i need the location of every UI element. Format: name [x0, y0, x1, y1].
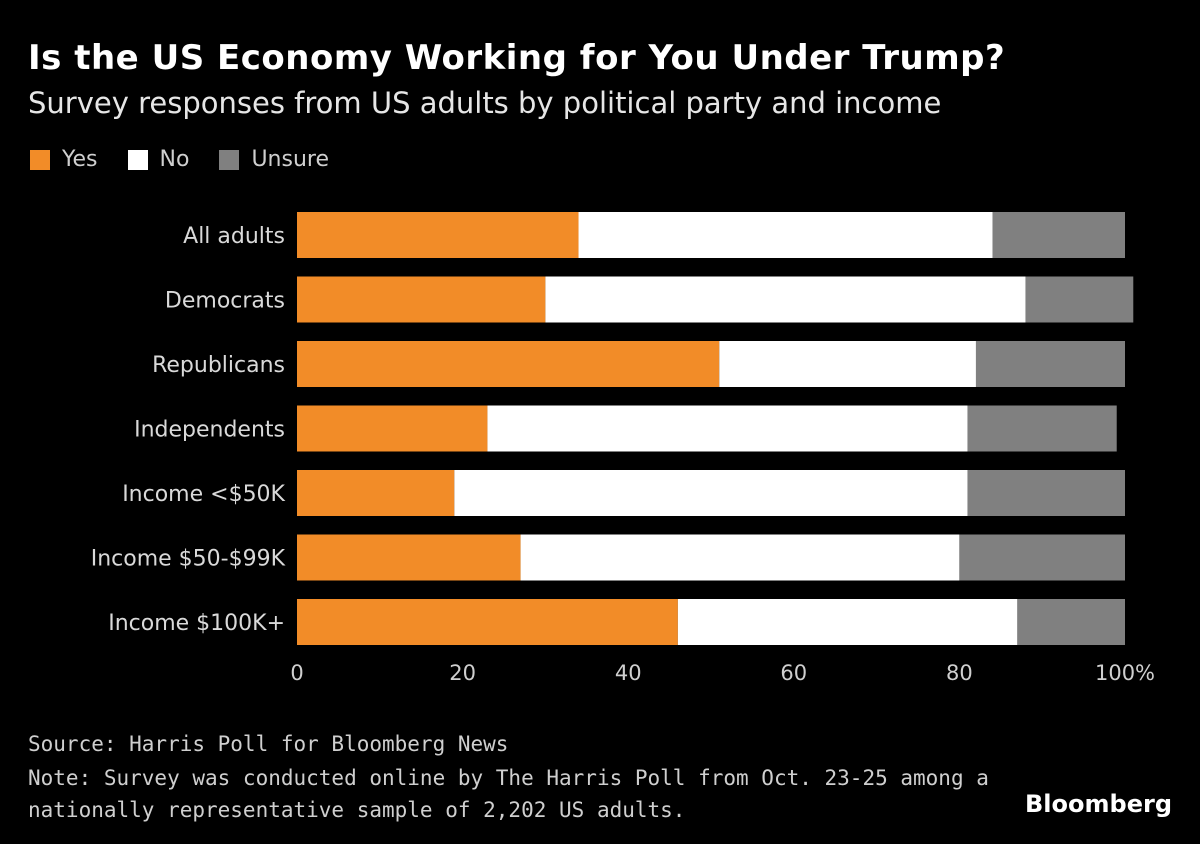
chart-title: Is the US Economy Working for You Under … [28, 38, 1006, 78]
bar-unsure [967, 470, 1125, 516]
bar-yes [297, 212, 579, 258]
bar-no [487, 405, 968, 452]
category-label: Income $50-$99K [91, 547, 286, 572]
bloomberg-logo: Bloomberg [1025, 790, 1172, 818]
legend-item-unsure: Unsure [219, 147, 329, 172]
x-tick-label: 0 [290, 661, 303, 685]
legend-swatch-unsure [219, 149, 240, 170]
legend-label-yes: Yes [62, 147, 98, 172]
bar-yes [297, 534, 521, 581]
bar-unsure [967, 405, 1117, 452]
survey-note: Note: Survey was conducted online by The… [28, 766, 989, 822]
bar-unsure [1025, 276, 1134, 323]
bar-yes [297, 599, 678, 645]
bar-no [520, 534, 960, 581]
bar-unsure [959, 534, 1125, 581]
x-tick-label: 60 [780, 661, 807, 685]
source-note: Source: Harris Poll for Bloomberg News [28, 732, 509, 756]
legend: Yes No Unsure [30, 147, 329, 172]
category-label: Independents [134, 418, 285, 443]
category-label: Income $100K+ [108, 611, 285, 636]
bar-unsure [1017, 599, 1125, 645]
bar-no [454, 470, 968, 516]
category-label: Income <$50K [122, 482, 285, 507]
bar-no [677, 599, 1018, 645]
bar-yes [297, 470, 455, 516]
x-tick-label: 100% [1095, 661, 1155, 685]
x-tick-label: 20 [449, 661, 476, 685]
stacked-bar-chart: All adults Democrats Republicans Independen… [91, 212, 1155, 685]
bar-no [719, 341, 976, 387]
legend-item-yes: Yes [30, 147, 98, 172]
legend-swatch-no [127, 149, 148, 170]
bar-no [545, 276, 1026, 323]
legend-label-unsure: Unsure [251, 147, 329, 172]
bar-unsure [975, 341, 1125, 387]
legend-swatch-yes [30, 149, 50, 170]
x-tick-label: 40 [615, 661, 642, 685]
bar-yes [297, 341, 720, 387]
category-label: Democrats [165, 289, 285, 314]
chart-subtitle: Survey responses from US adults by polit… [28, 86, 942, 120]
bar-yes [297, 276, 546, 323]
bar-unsure [992, 212, 1125, 258]
bar-no [578, 212, 993, 258]
x-tick-label: 80 [946, 661, 973, 685]
legend-item-no: No [127, 147, 190, 172]
category-label: Republicans [152, 353, 285, 378]
legend-label-no: No [159, 147, 190, 172]
category-label: All adults [183, 224, 285, 249]
bar-yes [297, 405, 488, 452]
